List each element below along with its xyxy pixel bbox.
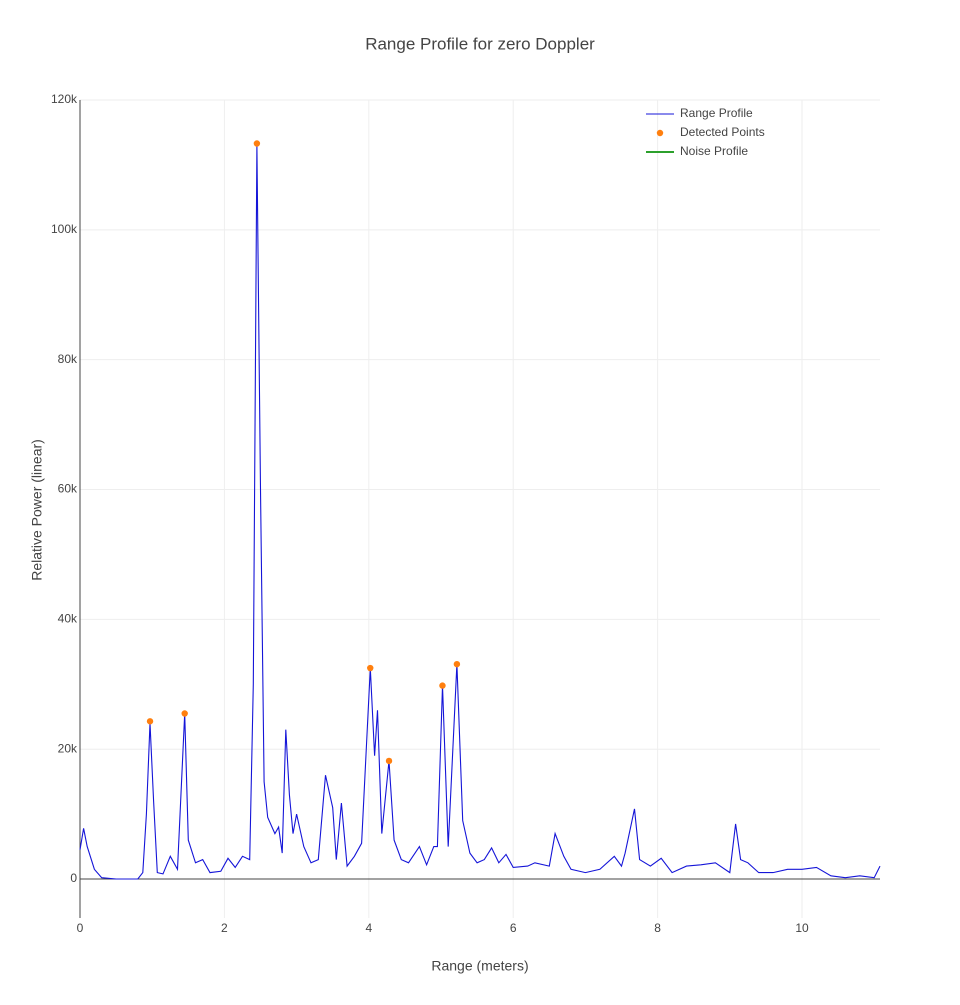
x-tick-label: 6 bbox=[510, 921, 517, 935]
x-axis-label: Range (meters) bbox=[431, 958, 528, 974]
x-tick-label: 10 bbox=[795, 921, 809, 935]
detected-point bbox=[181, 710, 188, 717]
y-tick-label: 20k bbox=[58, 741, 78, 755]
y-tick-label: 0 bbox=[70, 871, 77, 885]
legend-marker bbox=[656, 129, 664, 137]
x-tick-label: 4 bbox=[365, 921, 372, 935]
y-tick-label: 40k bbox=[58, 612, 78, 626]
y-tick-label: 60k bbox=[58, 482, 78, 496]
legend-label: Detected Points bbox=[680, 125, 765, 139]
chart-title: Range Profile for zero Doppler bbox=[365, 34, 595, 53]
detected-point bbox=[439, 682, 446, 689]
y-tick-label: 100k bbox=[51, 222, 78, 236]
detected-point bbox=[367, 664, 374, 672]
legend-label: Noise Profile bbox=[680, 144, 748, 158]
x-tick-label: 2 bbox=[221, 921, 228, 935]
detected-point bbox=[253, 140, 261, 147]
detected-point bbox=[453, 660, 461, 668]
x-tick-label: 8 bbox=[654, 921, 661, 935]
legend-label: Range Profile bbox=[680, 106, 753, 120]
y-tick-label: 80k bbox=[58, 352, 78, 366]
y-axis-label: Relative Power (linear) bbox=[29, 439, 45, 581]
profile-line bbox=[79, 145, 881, 880]
y-tick-label: 120k bbox=[51, 92, 78, 106]
x-tick-label: 0 bbox=[77, 921, 84, 935]
detected-point bbox=[385, 757, 393, 765]
detected-point bbox=[146, 718, 154, 725]
